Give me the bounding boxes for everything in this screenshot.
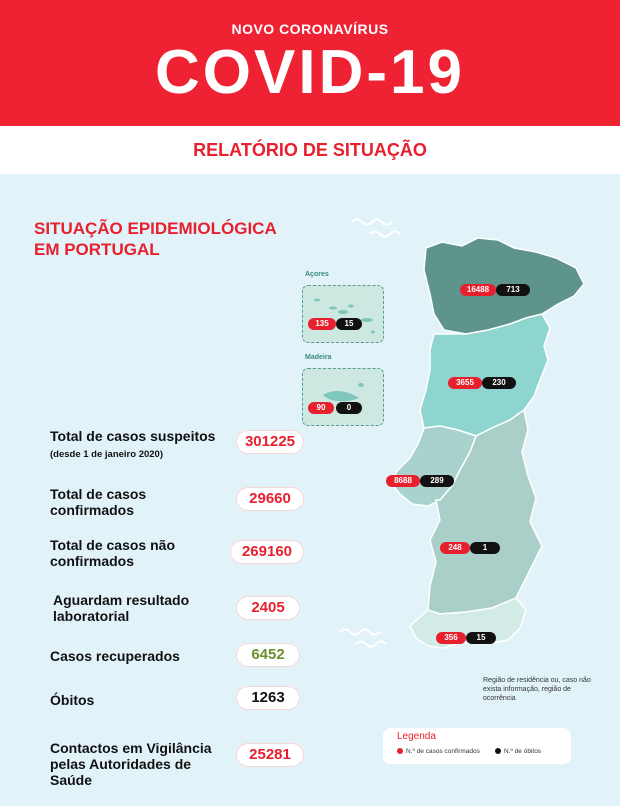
madeira-deaths-badge: 0 <box>336 402 362 414</box>
alentejo-cases-badge: 248 <box>440 542 470 554</box>
acores-islands <box>314 298 375 334</box>
stat-value-suspeitos: 301225 <box>236 430 304 454</box>
acores-label: Açores <box>305 271 329 278</box>
centro-cases-badge: 3655 <box>448 377 482 389</box>
legend-cases: N.º de casos confirmados <box>397 748 480 755</box>
lisboa-cases-badge: 8688 <box>386 475 420 487</box>
madeira-label: Madeira <box>305 354 332 361</box>
header-banner: NOVO CORONAVÍRUS COVID-19 <box>0 0 620 126</box>
wave-decoration-bottom <box>339 628 387 648</box>
norte-deaths-badge: 713 <box>496 284 530 296</box>
alentejo-deaths-badge: 1 <box>470 542 500 554</box>
madeira-inset <box>302 368 384 426</box>
stat-value-recuperados: 6452 <box>236 643 300 667</box>
portugal-map <box>389 237 585 649</box>
madeira-cases-badge: 90 <box>308 402 334 414</box>
stat-label-confirmados: Total de casos confirmados <box>50 486 147 518</box>
centro-deaths-badge: 230 <box>482 377 516 389</box>
norte-cases-badge: 16488 <box>460 284 496 296</box>
stat-value-nao-confirmados: 269160 <box>230 540 304 564</box>
algarve-cases-badge: 356 <box>436 632 466 644</box>
region-centro <box>419 313 551 437</box>
stat-label-suspeitos: Total de casos suspeitos (desde 1 de jan… <box>50 428 216 460</box>
stat-label-aguardam: Aguardam resultado laboratorial <box>53 592 190 624</box>
header-title: COVID-19 <box>155 38 465 107</box>
stat-label-contactos: Contactos em Vigilância pelas Autoridade… <box>50 740 212 788</box>
algarve-deaths-badge: 15 <box>466 632 496 644</box>
stat-value-contactos: 25281 <box>236 743 304 767</box>
map-note: Região de residência ou, caso não exista… <box>483 677 591 702</box>
legend-title: Legenda <box>397 731 436 742</box>
acores-cases-badge: 135 <box>308 318 336 330</box>
section-title: SITUAÇÃO EPIDEMIOLÓGICA EM PORTUGAL <box>34 219 277 259</box>
legend-deaths: N.º de óbitos <box>495 748 541 755</box>
header-subtitle: NOVO CORONAVÍRUS <box>231 21 389 37</box>
legend-deaths-dot <box>495 748 501 755</box>
madeira-islands <box>323 383 364 402</box>
acores-inset <box>302 285 384 343</box>
stat-value-obitos: 1263 <box>236 686 300 710</box>
legend-cases-dot <box>397 748 403 755</box>
legend: Legenda N.º de casos confirmados N.º de … <box>383 728 571 764</box>
acores-deaths-badge: 15 <box>336 318 362 330</box>
stat-label-recuperados: Casos recuperados <box>50 648 180 664</box>
report-band: RELATÓRIO DE SITUAÇÃO <box>0 126 620 174</box>
lisboa-deaths-badge: 289 <box>420 475 454 487</box>
stat-label-obitos: Óbitos <box>50 692 95 708</box>
wave-decoration-top <box>351 218 401 238</box>
stat-label-nao-confirmados: Total de casos não confirmados <box>50 537 175 569</box>
stat-value-aguardam: 2405 <box>236 596 300 620</box>
stat-note-suspeitos: (desde 1 de janeiro 2020) <box>50 449 163 460</box>
report-title: RELATÓRIO DE SITUAÇÃO <box>193 140 427 160</box>
stat-value-confirmados: 29660 <box>236 487 304 511</box>
